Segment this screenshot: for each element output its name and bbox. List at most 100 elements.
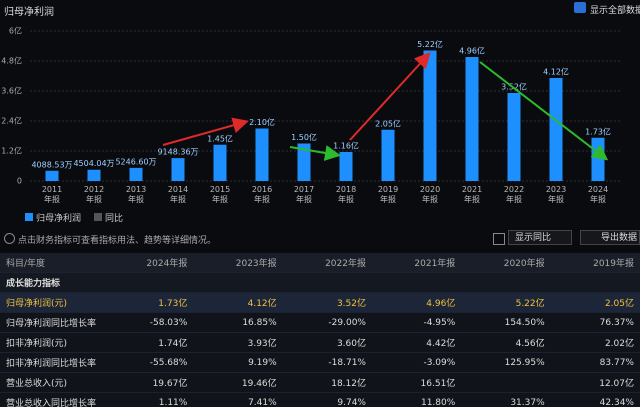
data-label: 2.05亿 — [375, 118, 401, 128]
cell: 3.60亿 — [282, 332, 372, 353]
x-tick-label: 2012 年报 — [83, 185, 105, 204]
checkbox[interactable] — [574, 2, 586, 13]
cell: 3.52亿 — [282, 292, 372, 313]
chart-title: 归母净利润 — [4, 7, 54, 18]
row-label: 营业总收入(元) — [0, 372, 104, 393]
cell: 16.51亿 — [371, 372, 462, 393]
cell: 1.73亿 — [104, 292, 194, 313]
cell: 16.85% — [193, 312, 283, 333]
bar — [465, 57, 479, 181]
bar — [45, 170, 59, 181]
row-label: 营业总收入同比增长率 — [0, 392, 104, 407]
y-tick-label: 0 — [17, 177, 22, 186]
cell: 42.34% — [550, 392, 640, 407]
cell: 83.77% — [550, 352, 640, 373]
legend-swatch — [94, 213, 102, 221]
row-label: 归母净利润同比增长率 — [0, 312, 104, 333]
export-button[interactable]: 导出数据 — [580, 230, 640, 245]
chart: 0 1.2亿 2.4亿 3.6亿 4.8亿 6亿 4088.53万 4504.04万 5246.… — [1, 26, 620, 186]
cell: 4.56亿 — [461, 332, 551, 353]
bar — [171, 158, 185, 181]
cell: 125.95% — [461, 352, 551, 373]
data-label: 4504.04万 — [73, 159, 114, 168]
header-cell: 2019年报 — [550, 253, 640, 273]
header-cell: 2020年报 — [461, 253, 551, 273]
table-row: 营业总收入同比增长率 1.11% 7.41% 9.74% 11.80% 31.37% 42.… — [0, 392, 640, 407]
cell: 4.96亿 — [371, 292, 462, 313]
x-tick-label: 2022 年报 — [503, 185, 525, 204]
header-cell: 2024年报 — [104, 253, 194, 273]
bar — [87, 169, 101, 181]
cell: 2.02亿 — [550, 332, 640, 353]
row-label: 归母净利润(元) — [0, 292, 104, 313]
checkbox[interactable] — [493, 233, 505, 245]
data-label: 4088.53万 — [31, 160, 72, 169]
x-tick-label: 2017 年报 — [293, 185, 315, 204]
cell: 12.07亿 — [550, 372, 640, 393]
bar — [381, 129, 395, 181]
annotation-arrow — [349, 52, 431, 141]
bar — [297, 143, 311, 181]
y-tick-label: 1.2亿 — [1, 146, 22, 156]
cell: 4.42亿 — [371, 332, 462, 353]
annotation-arrow — [289, 145, 341, 161]
x-tick-label: 2020 年报 — [419, 185, 441, 204]
cell: 154.50% — [461, 312, 551, 333]
legend-label[interactable]: 同比 — [105, 214, 124, 224]
cell: 2.05亿 — [550, 292, 640, 313]
cell: -18.71% — [282, 352, 372, 373]
compare-dropdown[interactable]: 显示同比 — [508, 230, 572, 245]
show-all-label[interactable]: 显示全部数据 — [590, 6, 640, 16]
data-label: 4.12亿 — [543, 67, 569, 77]
data-table: 科目/年度 2024年报 2023年报 2022年报 2021年报 2020年报 2019年… — [0, 253, 640, 407]
annotation-arrow — [162, 117, 249, 146]
bar — [423, 50, 437, 181]
bar — [129, 167, 143, 181]
y-tick-label: 2.4亿 — [1, 116, 22, 126]
legend-label[interactable]: 归母净利润 — [36, 214, 82, 224]
cell: -29.00% — [282, 312, 372, 333]
cell: 31.37% — [461, 392, 551, 407]
header-cell: 2023年报 — [193, 253, 283, 273]
info-icon — [4, 233, 15, 244]
bar — [507, 93, 521, 181]
cell: 1.11% — [104, 392, 194, 407]
cell: 19.67亿 — [104, 372, 194, 393]
cell: 11.80% — [371, 392, 462, 407]
table-row: 归母净利润(元) 1.73亿 4.12亿 3.52亿 4.96亿 5.22亿 2.05亿 — [0, 292, 640, 313]
header-cell: 2022年报 — [282, 253, 372, 273]
header-cell: 科目/年度 — [0, 253, 104, 273]
info-text: 点击财务指标可查看指标用法、趋势等详细情况。 — [18, 236, 217, 246]
x-tick-label: 2011 年报 — [41, 185, 63, 204]
data-label: 9148.36万 — [157, 148, 198, 157]
cell: -58.03% — [104, 312, 194, 333]
header-cell: 2021年报 — [371, 253, 462, 273]
cell: 3.93亿 — [193, 332, 283, 353]
data-label: 3.52亿 — [501, 82, 527, 92]
cell: 7.41% — [193, 392, 283, 407]
section-row: 成长能力指标 — [0, 272, 640, 293]
x-tick-label: 2023 年报 — [545, 185, 567, 204]
table-row: 扣非净利润(元) 1.74亿 3.93亿 3.60亿 4.42亿 4.56亿 2.02亿 — [0, 332, 640, 353]
table-row: 归母净利润同比增长率 -58.03% 16.85% -29.00% -4.95% 154.… — [0, 312, 640, 333]
x-tick-label: 2014 年报 — [167, 185, 189, 204]
header-row: 科目/年度 2024年报 2023年报 2022年报 2021年报 2020年报 2019年… — [0, 253, 640, 273]
y-tick-label: 4.8亿 — [1, 56, 22, 66]
data-label: 4.96亿 — [459, 46, 485, 56]
data-label: 1.73亿 — [585, 126, 611, 136]
cell — [461, 372, 551, 393]
row-label: 扣非净利润同比增长率 — [0, 352, 104, 373]
x-tick-label: 2016 年报 — [251, 185, 273, 204]
data-label: 5.22亿 — [417, 39, 443, 49]
cell: 9.74% — [282, 392, 372, 407]
bar — [339, 152, 353, 181]
cell: 4.12亿 — [193, 292, 283, 313]
data-label: 5246.60万 — [115, 157, 156, 166]
x-tick-label: 2018 年报 — [335, 185, 357, 204]
cell: 76.37% — [550, 312, 640, 333]
legend-swatch — [25, 213, 33, 221]
data-label: 2.10亿 — [249, 117, 275, 127]
x-tick-label: 2013 年报 — [125, 185, 147, 204]
cell: -55.68% — [104, 352, 194, 373]
